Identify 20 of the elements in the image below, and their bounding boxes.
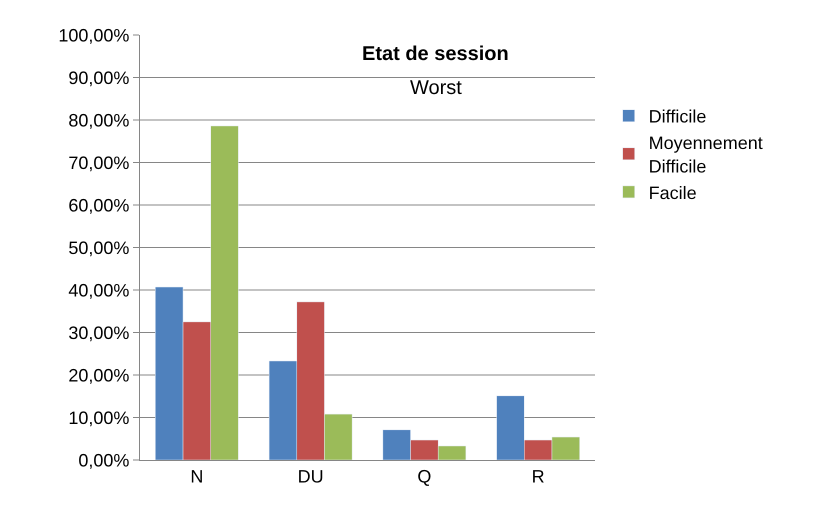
- x-tick-label: DU: [298, 466, 324, 487]
- y-tick-label: 90,00%: [68, 68, 130, 88]
- y-tick-label: 10,00%: [68, 408, 130, 428]
- y-tick-label: 0,00%: [78, 450, 130, 470]
- y-tick-label: 70,00%: [68, 152, 130, 173]
- x-tick-label: R: [532, 466, 545, 487]
- y-tick-label: 80,00%: [68, 110, 130, 130]
- y-tick-label: 100,00%: [58, 25, 130, 46]
- legend-label: Facile: [648, 182, 697, 203]
- legend-label: Difficile: [648, 106, 706, 127]
- x-tick-label: Q: [417, 466, 432, 487]
- legend-label: Moyennement Difficile: [648, 133, 763, 177]
- y-tick-label: 30,00%: [68, 322, 130, 343]
- y-tick-label: 50,00%: [68, 238, 130, 258]
- y-tick-label: 20,00%: [68, 365, 130, 386]
- y-tick-label: 60,00%: [68, 195, 130, 216]
- text: Worst: [410, 77, 462, 99]
- chart-title: Etat de session: [362, 43, 509, 65]
- y-tick-label: 40,00%: [68, 280, 130, 300]
- x-tick-label: N: [190, 466, 204, 487]
